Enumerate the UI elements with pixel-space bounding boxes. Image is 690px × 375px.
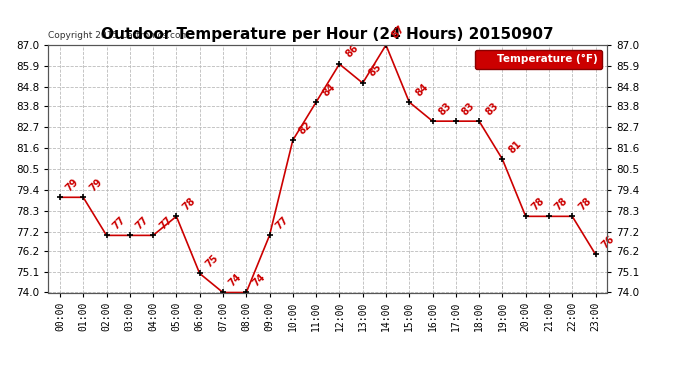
Text: 82: 82 <box>297 119 314 136</box>
Text: 78: 78 <box>181 195 197 212</box>
Text: 78: 78 <box>576 195 593 212</box>
Text: 87: 87 <box>390 24 407 41</box>
Text: Copyright 2015 Cartronics.com: Copyright 2015 Cartronics.com <box>48 31 190 40</box>
Text: 74: 74 <box>250 272 267 288</box>
Text: 75: 75 <box>204 253 220 269</box>
Text: 79: 79 <box>64 177 81 193</box>
Text: 79: 79 <box>88 177 104 193</box>
Text: 78: 78 <box>553 195 570 212</box>
Text: 78: 78 <box>530 195 546 212</box>
Text: 83: 83 <box>460 100 477 117</box>
Text: 85: 85 <box>367 62 384 79</box>
Text: 84: 84 <box>413 81 430 98</box>
Text: 76: 76 <box>600 234 616 250</box>
Text: 83: 83 <box>483 100 500 117</box>
Text: 77: 77 <box>274 214 290 231</box>
Legend: Temperature (°F): Temperature (°F) <box>475 50 602 69</box>
Text: 83: 83 <box>437 100 453 117</box>
Text: 84: 84 <box>320 81 337 98</box>
Text: 86: 86 <box>344 43 360 60</box>
Title: Outdoor Temperature per Hour (24 Hours) 20150907: Outdoor Temperature per Hour (24 Hours) … <box>101 27 554 42</box>
Text: 74: 74 <box>227 272 244 288</box>
Text: 81: 81 <box>506 138 523 155</box>
Text: 77: 77 <box>134 214 150 231</box>
Text: 77: 77 <box>157 214 174 231</box>
Text: 77: 77 <box>110 214 127 231</box>
